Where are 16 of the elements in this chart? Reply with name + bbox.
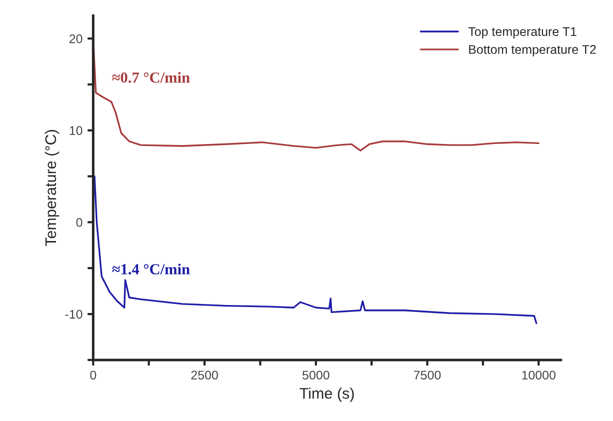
line-series <box>94 175 538 324</box>
y-tick-label: 10 <box>70 126 82 136</box>
annotation: ≈1.4 °C/min <box>112 264 190 274</box>
y-tick-label: -10 <box>65 310 82 319</box>
x-tick-label: 10000 <box>522 370 556 380</box>
legend-label: Top temperature T1 <box>468 27 576 38</box>
x-tick-label: 5000 <box>302 370 330 380</box>
y-axis-title: Temperature (°C) <box>44 130 60 246</box>
x-tick-label: 0 <box>90 370 96 380</box>
x-tick-label: 2500 <box>191 370 218 380</box>
y-tick-label: 0 <box>76 218 82 227</box>
annotation: ≈0.7 °C/min <box>112 72 190 83</box>
legend-label: Bottom temperature T2 <box>469 45 596 56</box>
x-tick-label: 7500 <box>414 370 441 380</box>
x-axis-title: Time (s) <box>300 388 354 402</box>
y-tick-label: 20 <box>69 34 82 44</box>
